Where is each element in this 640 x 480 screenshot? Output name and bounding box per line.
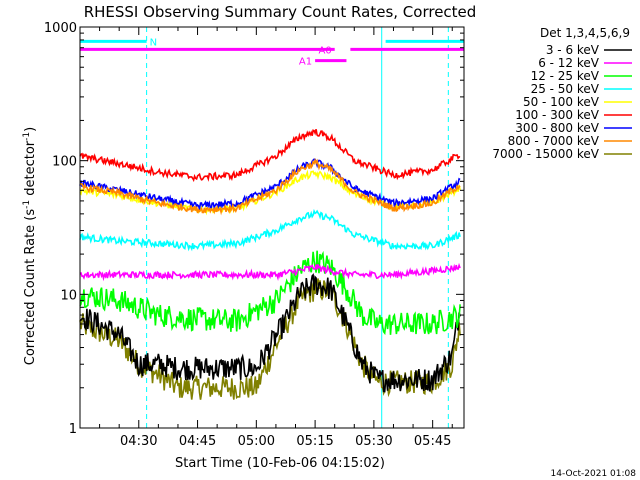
annotation-label-0: N [150,37,157,48]
series-line-7 [79,157,461,216]
legend-label-1: 6 - 12 keV [538,56,600,70]
y-tick-label-2: 100 [52,155,77,170]
x-tick-label-3: 05:15 [296,434,333,449]
y-tick-label-1: 10 [60,288,77,303]
y-tick-label-0: 1 [69,422,77,437]
series-line-5 [79,129,461,183]
legend-title: Det 1,3,4,5,6,9 [540,26,630,40]
footer-timestamp: 14-Oct-2021 01:08 [551,469,637,479]
series-line-0 [79,273,461,393]
y-axis-label-sup2: -1 [22,132,32,141]
y-axis-label-mid: detector [23,140,38,200]
legend-label-5: 100 - 300 keV [515,108,599,122]
series-line-6 [79,158,461,212]
legend-label-6: 300 - 800 keV [515,121,599,135]
axes-layer: 1 10 100 1000 04:30 04:45 05:00 05:15 05:30 05:45 [44,21,465,449]
legend-label-3: 25 - 50 keV [531,82,600,96]
series-line-1 [79,262,461,282]
annotation-label-1: A0 [318,45,331,56]
x-tick-label-5: 05:45 [414,434,451,449]
y-axis-label-main: Corrected Count Rate (s [23,209,38,366]
x-tick-label-0: 04:30 [120,434,157,449]
annotation-label-2: A1 [299,57,312,68]
series-line-2 [79,250,461,336]
legend-label-2: 12 - 25 keV [531,69,600,83]
legend-label-7: 800 - 7000 keV [508,134,600,148]
x-tick-label-4: 05:30 [355,434,392,449]
x-axis-label: Start Time (10-Feb-06 04:15:02) [175,456,385,471]
legend-label-8: 7000 - 15000 keV [492,147,599,161]
plot-frame [79,26,465,429]
y-tick-label-3: 1000 [44,21,77,36]
x-tick-label-2: 05:00 [238,434,275,449]
y-axis-label-end: ) [23,127,38,132]
y-axis-label: Corrected Count Rate (s-1 detector-1) [22,127,38,365]
annotation-layer: N A0 A1 [80,37,464,68]
series-line-3 [79,208,461,252]
series-layer [79,129,461,400]
chart-title: RHESSI Observing Summary Count Rates, Co… [84,3,477,21]
x-tick-label-1: 04:45 [179,434,216,449]
y-axis-label-sup1: -1 [22,200,32,209]
legend-label-4: 50 - 100 keV [523,95,600,109]
legend-label-0: 3 - 6 keV [546,43,600,57]
